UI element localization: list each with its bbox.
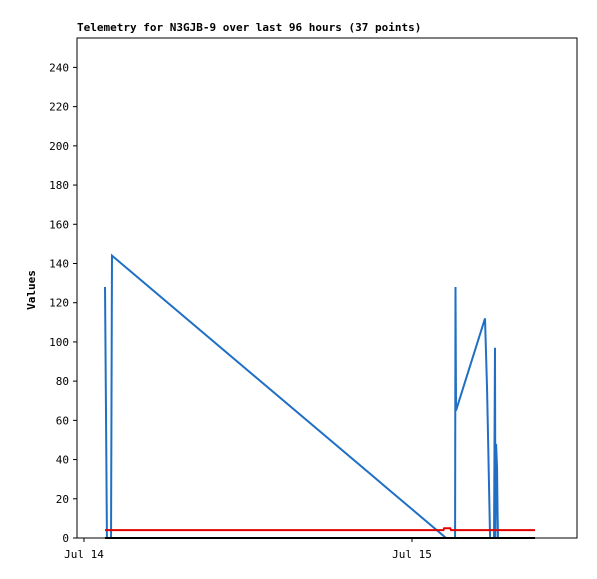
y-tick-label: 240: [49, 61, 69, 74]
y-tick-label: 120: [49, 297, 69, 310]
chart-title: Telemetry for N3GJB-9 over last 96 hours…: [77, 21, 421, 34]
y-tick-label: 200: [49, 140, 69, 153]
x-tick-label: Jul 15: [392, 548, 432, 561]
y-tick-label: 160: [49, 218, 69, 231]
x-tick-label: Jul 14: [64, 548, 104, 561]
y-tick-label: 60: [56, 414, 69, 427]
y-axis-label: Values: [25, 270, 38, 310]
y-tick-label: 220: [49, 101, 69, 114]
y-tick-label: 80: [56, 375, 69, 388]
y-tick-label: 0: [62, 532, 69, 545]
series-line: [105, 527, 536, 532]
series-line: [104, 253, 499, 539]
y-tick-label: 180: [49, 179, 69, 192]
y-tick-label: 40: [56, 454, 69, 467]
y-tick-label: 20: [56, 493, 69, 506]
y-tick-label: 140: [49, 257, 69, 270]
y-tick-label: 100: [49, 336, 69, 349]
